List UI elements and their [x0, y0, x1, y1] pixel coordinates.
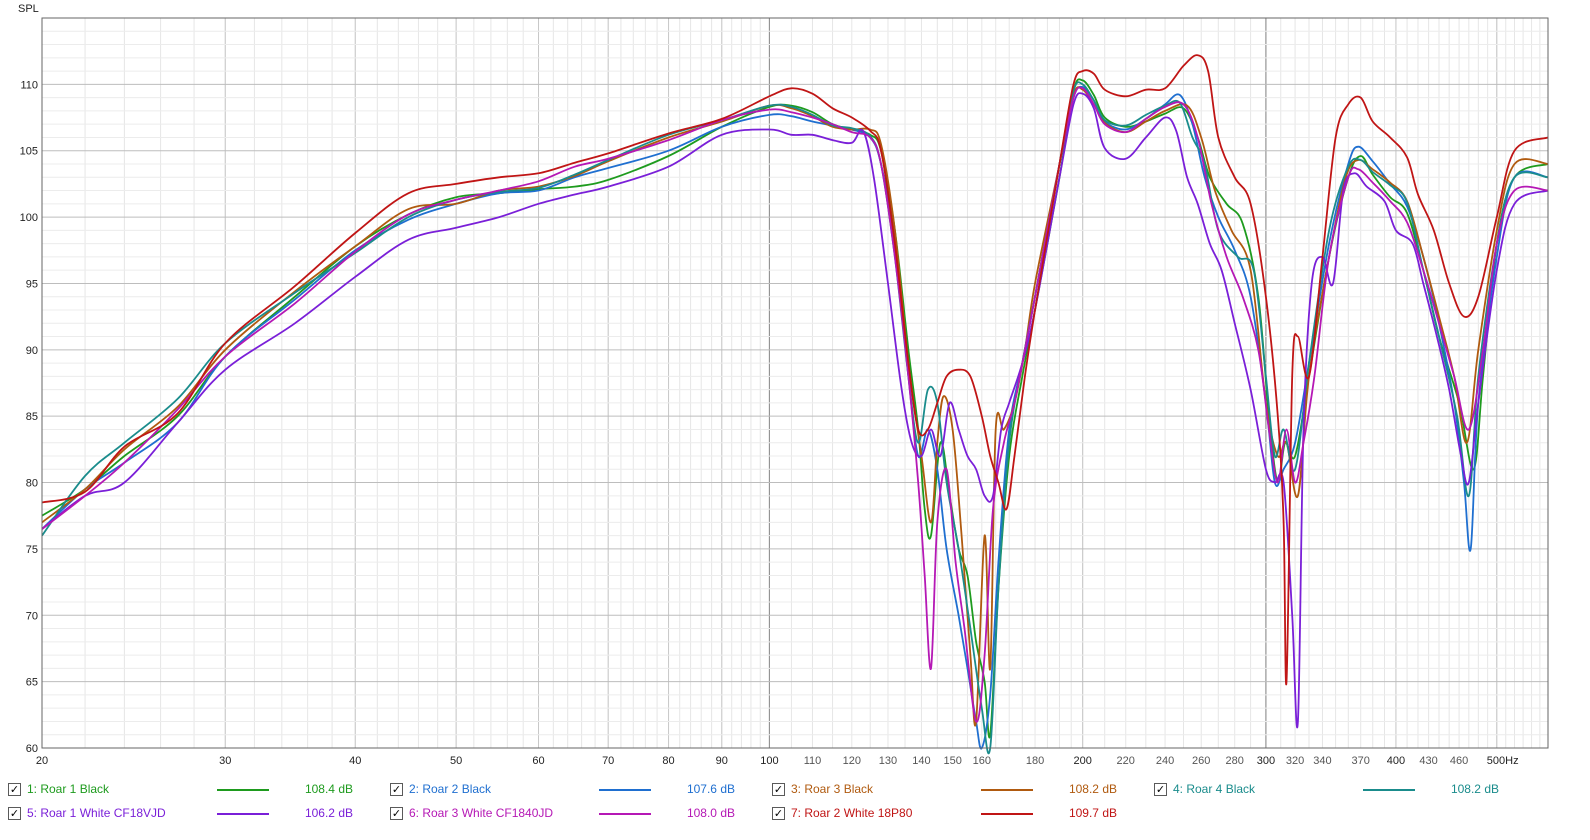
x-tick-label: 260	[1192, 755, 1210, 767]
x-tick-label: 110	[804, 755, 822, 767]
legend-swatch	[1363, 789, 1415, 791]
legend-checkbox[interactable]: ✓	[390, 783, 403, 796]
legend-swatch	[217, 813, 269, 815]
y-tick-label: 90	[26, 345, 38, 357]
legend-label: 3: Roar 3 Black	[791, 782, 874, 796]
legend-swatch	[981, 789, 1033, 791]
x-tick-label: 20	[36, 755, 48, 767]
x-tick-label: 150	[943, 755, 961, 767]
x-tick-label: 370	[1352, 755, 1370, 767]
x-tick-label: 300	[1257, 755, 1275, 767]
x-tick-label: 130	[879, 755, 897, 767]
x-tick-label: 120	[843, 755, 861, 767]
y-tick-label: 105	[20, 146, 38, 158]
series-layer	[41, 54, 1549, 755]
series-line-5-roar-1-white-cf18vjd[interactable]	[41, 92, 1549, 729]
legend-label: 2: Roar 2 Black	[409, 782, 492, 796]
legend-checkbox[interactable]: ✓	[1154, 783, 1167, 796]
x-tick-label: 280	[1226, 755, 1244, 767]
legend-checkbox[interactable]: ✓	[8, 807, 21, 820]
y-axis-label: SPL	[18, 3, 39, 15]
series-line-7-roar-2-white-18p80[interactable]	[41, 54, 1549, 686]
series-line-1-roar-1-black[interactable]	[41, 78, 1549, 739]
series-line-6-roar-3-white-cf1840jd[interactable]	[41, 86, 1549, 723]
grid	[41, 17, 1549, 749]
legend-swatch	[599, 813, 651, 815]
legend-value: 108.0 dB	[686, 806, 735, 820]
legend-item-roar-2-black[interactable]: ✓ 2: Roar 2 Black 107.6 dB	[382, 778, 762, 800]
y-tick-label: 95	[26, 278, 38, 290]
x-tick-label: 100	[760, 755, 778, 767]
legend-swatch	[217, 789, 269, 791]
y-tick-label: 60	[26, 743, 38, 755]
x-tick-label: 320	[1286, 755, 1304, 767]
y-tick-label: 110	[20, 79, 38, 91]
plot-area[interactable]	[42, 18, 1548, 748]
x-tick-label: 430	[1419, 755, 1437, 767]
legend: ✓ 1: Roar 1 Black 108.4 dB ✓ 2: Roar 2 B…	[0, 778, 1590, 838]
x-tick-label: 500Hz	[1487, 755, 1519, 767]
legend-checkbox[interactable]: ✓	[390, 807, 403, 820]
legend-checkbox[interactable]: ✓	[772, 783, 785, 796]
legend-value: 106.2 dB	[304, 806, 353, 820]
x-tick-label: 220	[1117, 755, 1135, 767]
y-tick-label: 65	[26, 677, 38, 689]
legend-value: 107.6 dB	[686, 782, 735, 796]
y-tick-label: 100	[20, 212, 38, 224]
legend-item-roar-3-white-cf1840jd[interactable]: ✓ 6: Roar 3 White CF1840JD 108.0 dB	[382, 802, 762, 824]
legend-label: 5: Roar 1 White CF18VJD	[27, 806, 166, 820]
y-tick-label: 70	[26, 610, 38, 622]
x-tick-label: 160	[973, 755, 991, 767]
legend-value: 108.4 dB	[304, 782, 353, 796]
x-tick-label: 240	[1156, 755, 1174, 767]
legend-label: 7: Roar 2 White 18P80	[791, 806, 913, 820]
y-tick-label: 80	[26, 478, 38, 490]
x-tick-label: 80	[662, 755, 674, 767]
x-tick-label: 340	[1313, 755, 1331, 767]
plot-frame	[41, 17, 1549, 749]
legend-item-roar-4-black[interactable]: ✓ 4: Roar 4 Black 108.2 dB	[1146, 778, 1526, 800]
legend-label: 4: Roar 4 Black	[1173, 782, 1256, 796]
x-tick-label: 30	[219, 755, 231, 767]
x-tick-label: 200	[1073, 755, 1091, 767]
legend-swatch	[981, 813, 1033, 815]
legend-item-roar-2-white-18p80[interactable]: ✓ 7: Roar 2 White 18P80 109.7 dB	[764, 802, 1144, 824]
legend-item-roar-1-white-cf18vjd[interactable]: ✓ 5: Roar 1 White CF18VJD 106.2 dB	[0, 802, 380, 824]
x-tick-label: 180	[1026, 755, 1044, 767]
legend-item-roar-1-black[interactable]: ✓ 1: Roar 1 Black 108.4 dB	[0, 778, 380, 800]
legend-label: 1: Roar 1 Black	[27, 782, 110, 796]
legend-checkbox[interactable]: ✓	[8, 783, 21, 796]
legend-item-roar-3-black[interactable]: ✓ 3: Roar 3 Black 108.2 dB	[764, 778, 1144, 800]
legend-value: 108.2 dB	[1068, 782, 1117, 796]
x-tick-label: 70	[602, 755, 614, 767]
legend-checkbox[interactable]: ✓	[772, 807, 785, 820]
x-tick-label: 140	[912, 755, 930, 767]
x-tick-label: 50	[450, 755, 462, 767]
x-tick-label: 40	[349, 755, 361, 767]
y-tick-label: 75	[26, 544, 38, 556]
legend-value: 108.2 dB	[1450, 782, 1499, 796]
legend-swatch	[599, 789, 651, 791]
x-tick-label: 400	[1387, 755, 1405, 767]
legend-value: 109.7 dB	[1068, 806, 1117, 820]
x-tick-label: 60	[532, 755, 544, 767]
x-tick-label: 460	[1450, 755, 1468, 767]
legend-label: 6: Roar 3 White CF1840JD	[409, 806, 554, 820]
y-tick-label: 85	[26, 411, 38, 423]
x-tick-label: 90	[716, 755, 728, 767]
